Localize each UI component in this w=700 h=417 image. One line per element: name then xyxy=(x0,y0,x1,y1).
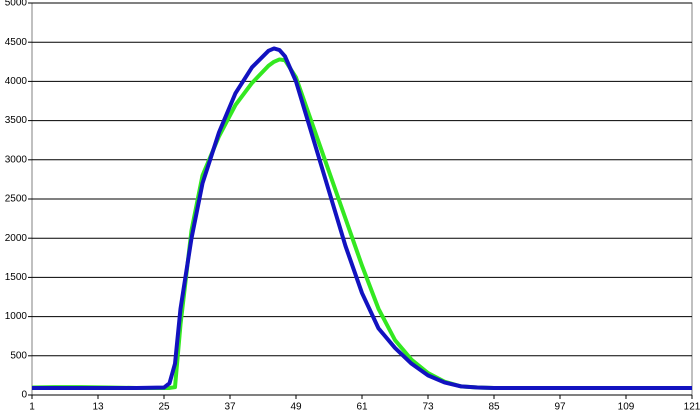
x-tick-label: 25 xyxy=(158,402,170,412)
series-line xyxy=(32,46,692,390)
x-tick-label: 121 xyxy=(684,402,700,412)
y-tick-label: 0 xyxy=(21,390,27,401)
x-tick-label: 109 xyxy=(618,402,635,412)
y-tick-label: 2000 xyxy=(5,233,28,244)
x-tick-label: 37 xyxy=(224,402,236,412)
y-tick-label: 500 xyxy=(10,350,27,361)
y-tick-label: 1500 xyxy=(5,272,28,283)
x-tick-label: 49 xyxy=(290,402,302,412)
y-tick-label: 2500 xyxy=(5,194,28,205)
x-tick-label: 85 xyxy=(488,402,500,412)
x-tick-label: 97 xyxy=(554,402,566,412)
y-tick-label: 1000 xyxy=(5,311,28,322)
y-tick-label: 4000 xyxy=(5,76,28,87)
x-tick-label: 1 xyxy=(29,402,35,412)
y-tick-label: 3500 xyxy=(5,115,28,126)
x-tick-label: 61 xyxy=(356,402,368,412)
y-tick-label: 4500 xyxy=(5,37,28,48)
x-tick-label: 13 xyxy=(92,402,104,412)
y-tick-label: 3000 xyxy=(5,154,28,165)
y-tick-label: 5000 xyxy=(5,0,28,9)
x-tick-label: 73 xyxy=(422,402,434,412)
